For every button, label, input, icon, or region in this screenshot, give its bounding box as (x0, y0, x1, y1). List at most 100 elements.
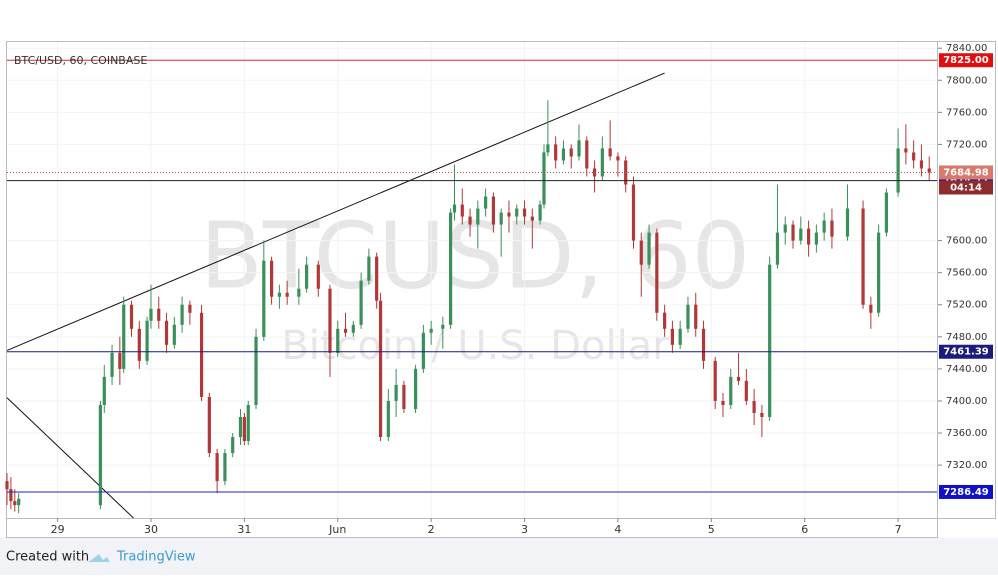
last-price-label: 7684.98 (943, 167, 989, 178)
price-label: 7461.39 (943, 347, 989, 358)
candle-body (491, 196, 496, 225)
candle-body (118, 352, 122, 369)
candle-body (468, 216, 472, 225)
candle-body (429, 328, 433, 333)
candle-body (507, 212, 511, 217)
y-tick-label: 7560.00 (946, 268, 987, 279)
candle-body (546, 144, 550, 153)
candle-body (919, 160, 924, 169)
candle-body (262, 260, 266, 337)
candle-body (359, 280, 363, 325)
candle-body (721, 400, 725, 405)
y-tick-label: 7840.00 (946, 43, 987, 54)
candle-body (328, 288, 332, 353)
candle-body (760, 412, 764, 417)
candle-body (172, 324, 176, 345)
price-label-box (939, 484, 993, 499)
y-tick-label: 7480.00 (946, 332, 987, 343)
candle-body (775, 232, 780, 265)
candle-body (616, 156, 620, 161)
candle-body (799, 228, 803, 241)
x-tick-label: 2 (428, 523, 435, 536)
candle-body (180, 304, 184, 325)
candle-body (367, 256, 371, 281)
candle-body (316, 264, 320, 289)
candle-body (413, 368, 418, 409)
candle-body (655, 232, 659, 313)
y-tick-label: 7520.00 (946, 300, 987, 311)
candle-body (577, 140, 581, 157)
candle-body (663, 312, 667, 329)
watermark-subtitle: Bitcoin / U.S. Dollar (281, 323, 669, 369)
price-label-box (939, 53, 993, 68)
candle-body (869, 304, 873, 313)
trend-line (6, 72, 665, 351)
candle-body (402, 384, 406, 409)
candle-body (904, 148, 908, 153)
y-tick-label: 7600.00 (946, 236, 987, 247)
candle-body (122, 304, 126, 369)
x-tick-label: 6 (801, 523, 808, 536)
candle-body (448, 212, 453, 325)
x-tick-label: 4 (614, 523, 621, 536)
candle-body (912, 152, 916, 161)
y-tick-label: 7400.00 (946, 396, 987, 407)
tradingview-logo (88, 554, 110, 562)
candle-body (9, 489, 13, 502)
candle-body (569, 148, 573, 157)
candle-body (460, 204, 464, 217)
candle-body (305, 264, 309, 289)
candle-body (647, 232, 651, 265)
candle-body (207, 396, 211, 454)
candle-body (394, 384, 398, 401)
candle-body (13, 501, 17, 506)
x-tick-label: 30 (144, 523, 158, 536)
y-tick-label: 7760.00 (946, 107, 987, 118)
candle-body (351, 324, 355, 333)
candle-body (149, 308, 153, 321)
candle-body (678, 328, 682, 345)
x-tick-label: 31 (237, 523, 251, 536)
candle-body (783, 224, 787, 233)
candle-body (814, 232, 818, 245)
candle-body (631, 184, 636, 241)
candle-body (845, 208, 850, 237)
y-tick-label: 7800.00 (946, 75, 987, 86)
candle-body (744, 380, 748, 401)
candle-body (806, 228, 811, 245)
candle-body (752, 400, 756, 413)
footer-brand[interactable]: TradingView (116, 550, 196, 565)
candle-body (129, 304, 134, 329)
candle-body (336, 328, 340, 353)
x-tick-label: 3 (521, 523, 528, 536)
candle-body (515, 208, 519, 217)
logo-icon (88, 554, 110, 562)
candle-body (110, 352, 114, 377)
candle-body (861, 208, 865, 305)
candle-body (297, 288, 301, 297)
candle-body (5, 481, 9, 490)
trend-line (6, 397, 134, 519)
price-label-box (939, 344, 993, 359)
candle-body (386, 400, 390, 438)
candle-body (686, 304, 690, 329)
candle-body (927, 168, 931, 173)
last-price-box (939, 165, 993, 180)
candle-body (701, 328, 706, 361)
candle-body (242, 416, 246, 442)
y-tick-label: 7360.00 (946, 428, 987, 439)
watermark: BTCUSD, 60 Bitcoin / U.S. Dollar (200, 202, 750, 369)
footer-bar (0, 538, 998, 575)
candle-body (254, 336, 258, 405)
candle-body (768, 264, 772, 417)
candle-body (484, 196, 488, 209)
candle-body (791, 224, 795, 241)
candle-body (215, 453, 219, 482)
candle-body (375, 256, 379, 301)
candle-body (670, 328, 674, 345)
candle-body (285, 292, 289, 297)
candle-body (246, 404, 250, 442)
candle-body (608, 148, 612, 157)
x-tick-label: 5 (708, 523, 715, 536)
